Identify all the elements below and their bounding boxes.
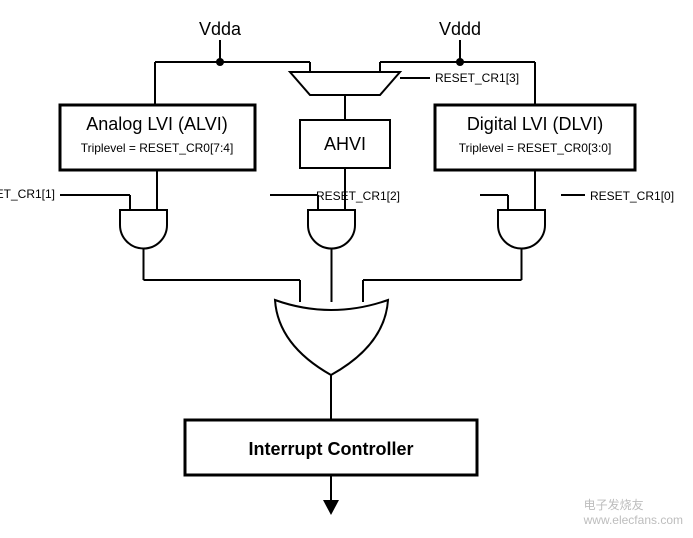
output-arrowhead <box>323 500 339 515</box>
dlvi-subtitle: Triplevel = RESET_CR0[3:0] <box>459 141 612 155</box>
watermark-site: 电子发烧友 <box>584 498 644 512</box>
vddd-label: Vddd <box>439 19 481 39</box>
mux-trapezoid <box>290 72 400 95</box>
and3-label: RESET_CR1[0] <box>590 189 674 203</box>
mux-select-label: RESET_CR1[3] <box>435 71 519 85</box>
junction-vddd <box>456 58 464 66</box>
and-gate-2 <box>308 210 355 248</box>
dlvi-title: Digital LVI (DLVI) <box>467 114 603 134</box>
or-gate <box>275 300 388 375</box>
junction-vdda <box>216 58 224 66</box>
and1-label: RESET_CR1[1] <box>0 187 55 201</box>
alvi-subtitle: Triplevel = RESET_CR0[7:4] <box>81 141 234 155</box>
vdda-label: Vdda <box>199 19 242 39</box>
and-gate-3 <box>498 210 545 248</box>
watermark-url: www.elecfans.com <box>584 513 683 527</box>
interrupt-title: Interrupt Controller <box>249 439 414 459</box>
alvi-title: Analog LVI (ALVI) <box>86 114 227 134</box>
watermark: 电子发烧友 www.elecfans.com <box>584 496 683 527</box>
ahvi-title: AHVI <box>324 134 366 154</box>
and2-label: RESET_CR1[2] <box>316 189 400 203</box>
and-gate-1 <box>120 210 167 248</box>
